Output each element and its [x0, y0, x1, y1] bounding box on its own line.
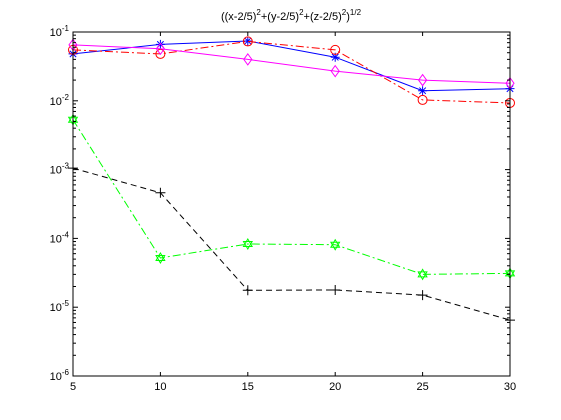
x-tick-label: 15 — [242, 381, 254, 393]
data-point-hexagram — [155, 251, 166, 261]
y-tick-base: 10 — [50, 371, 62, 383]
y-tick-exponent: -3 — [62, 162, 70, 171]
y-tick-label: 10-5 — [50, 299, 70, 314]
data-point-hexagram — [242, 237, 253, 247]
data-point-star — [418, 86, 428, 96]
plot-area — [73, 32, 510, 376]
y-tick-base: 10 — [50, 27, 62, 39]
data-point-hexagram — [417, 271, 428, 281]
x-tick-label: 30 — [504, 381, 516, 393]
data-point-star — [243, 36, 253, 46]
axes-box — [72, 31, 511, 377]
data-point-hexagram — [155, 254, 166, 264]
x-tick-label: 10 — [154, 381, 166, 393]
y-tick-label: 10-3 — [50, 162, 70, 177]
series-line — [72, 119, 511, 275]
data-point-circle — [330, 44, 341, 55]
x-tick-label: 25 — [416, 381, 428, 393]
y-tick-base: 10 — [50, 96, 62, 108]
y-tick-label: 10-2 — [50, 93, 70, 108]
title-superscript: 2 — [299, 8, 304, 17]
title-segment: +(z-2/5) — [304, 11, 342, 23]
y-tick-exponent: -6 — [62, 368, 70, 377]
title-segment: +(y-2/5) — [261, 11, 299, 23]
data-point-hexagram — [242, 240, 253, 250]
title-superscript: 2 — [342, 8, 347, 17]
data-point-circle — [242, 36, 253, 47]
data-point-diamond — [417, 73, 428, 87]
data-point-hexagram — [417, 268, 428, 278]
title-superscript: 1/2 — [350, 8, 362, 17]
data-point-plus — [242, 285, 253, 296]
y-tick-exponent: -2 — [62, 93, 70, 102]
y-tick-base: 10 — [50, 165, 62, 177]
x-tick-label: 20 — [329, 381, 341, 393]
title-superscript: 2 — [256, 8, 261, 17]
series-line — [72, 44, 511, 84]
data-point-star — [155, 39, 165, 49]
data-point-plus — [155, 187, 166, 198]
y-tick-exponent: -5 — [62, 299, 70, 308]
y-tick-label: 10-4 — [50, 230, 70, 245]
data-point-hexagram — [330, 241, 341, 251]
y-tick-exponent: -1 — [62, 24, 70, 33]
y-tick-exponent: -4 — [62, 230, 70, 239]
data-point-plus — [417, 290, 428, 301]
data-point-diamond — [155, 42, 166, 56]
y-tick-label: 10-1 — [50, 24, 70, 39]
chart-title: ((x-2/5)2+(y-2/5)2+(z-2/5)2)1/2 — [221, 8, 362, 23]
series-line — [72, 167, 511, 321]
series-line — [72, 40, 511, 104]
series-line — [72, 40, 511, 92]
data-point-diamond — [330, 64, 340, 78]
data-point-circle — [155, 48, 166, 59]
title-segment: ) — [346, 11, 350, 23]
y-tick-label: 10-6 — [50, 368, 70, 383]
title-segment: ((x-2/5) — [221, 11, 256, 23]
y-tick-base: 10 — [50, 302, 62, 314]
x-tick-label: 5 — [70, 381, 76, 393]
data-point-diamond — [243, 53, 253, 66]
data-point-circle — [417, 94, 428, 105]
data-point-plus — [330, 284, 341, 295]
data-point-hexagram — [330, 238, 341, 248]
y-tick-base: 10 — [50, 233, 62, 245]
data-point-star — [330, 52, 340, 62]
